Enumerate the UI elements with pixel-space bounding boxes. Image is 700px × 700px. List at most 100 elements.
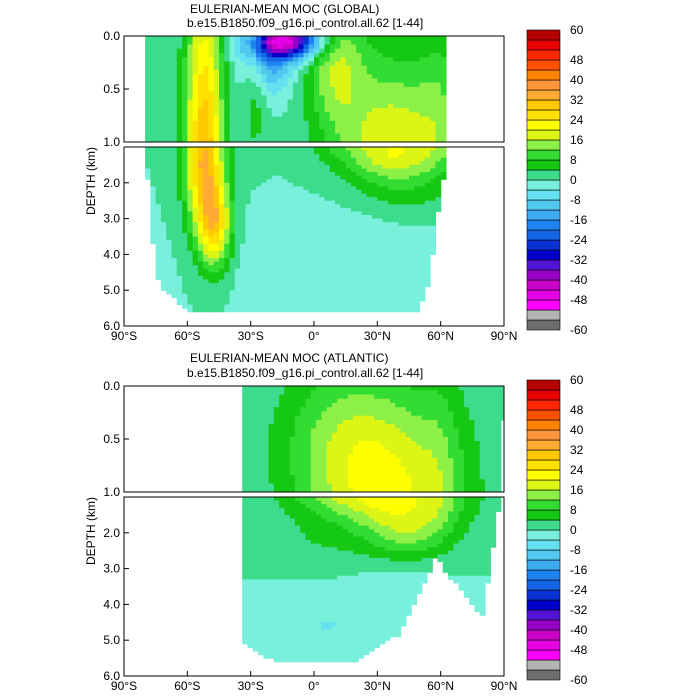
moc-cell xyxy=(324,193,331,198)
moc-cell xyxy=(340,99,347,105)
moc-cell xyxy=(403,236,410,241)
moc-cell xyxy=(171,211,178,216)
moc-cell xyxy=(458,475,465,480)
moc-cell xyxy=(324,175,331,180)
moc-cell xyxy=(298,99,305,105)
moc-cell xyxy=(340,164,347,170)
moc-cell xyxy=(208,189,215,195)
moc-cell xyxy=(268,390,275,396)
moc-cell xyxy=(208,265,215,270)
moc-cell xyxy=(382,48,389,54)
moc-cell xyxy=(166,99,173,105)
moc-cell xyxy=(255,48,262,54)
moc-field-upper xyxy=(242,386,504,492)
moc-cell xyxy=(432,432,439,438)
moc-cell xyxy=(277,218,283,223)
moc-cell xyxy=(377,240,384,245)
moc-cell xyxy=(252,445,259,451)
moc-cell xyxy=(187,265,194,270)
moc-cell xyxy=(387,78,394,84)
moc-cell xyxy=(273,432,280,438)
moc-cell xyxy=(387,52,394,58)
moc-cell xyxy=(432,415,439,421)
moc-cell xyxy=(337,479,344,485)
moc-cell xyxy=(414,74,421,79)
moc-cell xyxy=(308,250,315,255)
moc-cell xyxy=(324,91,331,96)
moc-cell xyxy=(440,133,447,139)
moc-cell xyxy=(340,157,347,162)
moc-cell xyxy=(261,78,268,84)
moc-cell xyxy=(403,300,410,306)
moc-cell xyxy=(314,91,320,96)
moc-cell xyxy=(192,308,199,313)
moc-cell xyxy=(234,150,241,155)
moc-cell xyxy=(171,182,178,187)
moc-cell xyxy=(247,475,254,480)
moc-cell xyxy=(303,283,310,288)
moc-cell xyxy=(176,286,183,291)
moc-cell xyxy=(350,116,357,122)
moc-cell xyxy=(405,407,412,413)
moc-cell xyxy=(424,182,431,187)
moc-cell xyxy=(155,120,162,126)
moc-cell xyxy=(245,125,252,130)
moc-cell xyxy=(319,290,326,295)
moc-cell xyxy=(171,112,178,118)
moc-cell xyxy=(308,182,315,187)
moc-cell xyxy=(430,229,436,234)
moc-cell xyxy=(326,415,333,421)
moc-cell xyxy=(321,453,328,459)
moc-cell xyxy=(409,125,415,130)
moc-cell xyxy=(234,172,241,177)
moc-cell xyxy=(377,125,384,130)
moc-cell xyxy=(252,411,259,417)
moc-cell xyxy=(421,415,428,421)
moc-cell xyxy=(421,445,428,451)
moc-cell xyxy=(240,48,246,54)
moc-cell xyxy=(424,257,431,263)
moc-cell xyxy=(366,154,373,159)
moc-cell xyxy=(353,479,359,485)
moc-cell xyxy=(419,207,426,213)
moc-cell xyxy=(308,297,315,302)
moc-cell xyxy=(261,304,268,309)
moc-cell xyxy=(331,458,338,463)
moc-cell xyxy=(171,103,178,109)
moc-cell xyxy=(400,407,407,413)
moc-cell xyxy=(166,154,173,159)
moc-cell xyxy=(361,99,368,105)
moc-cell xyxy=(335,197,341,202)
moc-cell xyxy=(409,186,415,191)
moc-cell xyxy=(366,261,373,266)
moc-cell xyxy=(314,61,320,67)
moc-cell xyxy=(409,175,415,180)
moc-cell xyxy=(271,225,278,230)
moc-cell xyxy=(342,407,349,413)
x-tick-label: 90°N xyxy=(491,329,518,343)
moc-cell xyxy=(345,52,352,58)
moc-cell xyxy=(308,286,315,291)
moc-cell xyxy=(361,150,368,155)
moc-cell xyxy=(295,475,301,480)
moc-cell xyxy=(303,254,310,259)
moc-cell xyxy=(160,279,167,284)
moc-cell xyxy=(384,402,391,408)
moc-cell xyxy=(469,402,476,408)
moc-cell xyxy=(208,225,215,230)
moc-cell xyxy=(229,161,236,166)
moc-cell xyxy=(366,272,373,277)
moc-cell xyxy=(197,254,204,259)
moc-cell xyxy=(300,415,307,421)
moc-cell xyxy=(292,229,299,234)
moc-cell xyxy=(155,44,162,50)
moc-cell xyxy=(382,275,389,281)
moc-cell xyxy=(319,147,326,152)
moc-cell xyxy=(409,108,415,113)
moc-cell xyxy=(414,125,421,130)
moc-cell xyxy=(284,466,291,472)
moc-cell xyxy=(340,95,347,101)
moc-cell xyxy=(435,112,442,118)
moc-cell xyxy=(155,137,162,142)
